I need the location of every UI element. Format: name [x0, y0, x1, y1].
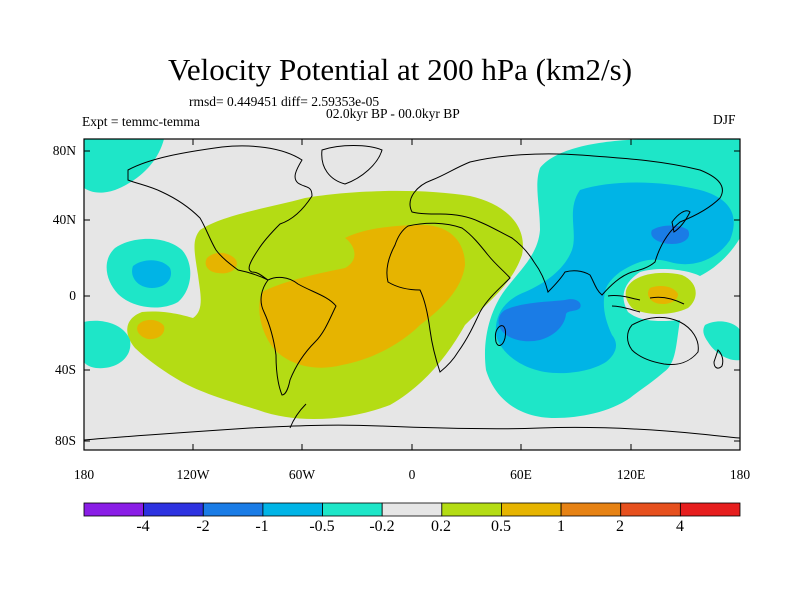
colorbar-swatch — [381, 502, 443, 517]
lat-tick-label: 80N — [52, 143, 76, 158]
lat-tick-label: 80S — [54, 433, 76, 448]
negative-region-0.2-australia-east — [703, 321, 740, 361]
colorbar — [83, 502, 741, 517]
lon-tick-label: 180 — [73, 467, 95, 482]
colorbar-label: -2 — [196, 518, 210, 535]
stats-text: rmsd= 0.449451 diff= 2.59353e-05 — [189, 94, 380, 109]
coast-japan — [671, 210, 691, 233]
lat-tick-label: 40S — [54, 362, 76, 377]
colorbar-swatch — [322, 502, 383, 517]
colorbar-swatch — [441, 502, 502, 517]
lat-tick-label: 40N — [52, 212, 76, 227]
coast-antarctic-peninsula — [289, 403, 307, 429]
negative-region-0.5-east-pacific — [132, 260, 172, 288]
colorbar-label: 0.5 — [491, 518, 511, 535]
coast-greenland — [321, 145, 383, 185]
colorbar-label: 2 — [616, 518, 624, 535]
positive-region-0.5-mexico — [205, 252, 237, 274]
colorbar-swatch — [262, 502, 323, 517]
lon-tick-label: 120E — [616, 467, 646, 482]
map-title: Velocity Potential at 200 hPa (km2/s) — [167, 52, 633, 87]
colorbar-swatch — [501, 502, 562, 517]
map-area — [84, 139, 740, 450]
lon-tick-label: 60E — [510, 467, 532, 482]
positive-region-0.5-indonesia — [648, 286, 678, 304]
colorbar-swatch — [560, 502, 622, 517]
coast-north-america — [127, 145, 313, 281]
negative-region-0.2-north-pacific — [84, 139, 164, 193]
colorbar-swatch — [679, 502, 741, 517]
period-text: 02.0kyr BP - 00.0kyr BP — [326, 106, 460, 121]
colorbar-label: -4 — [136, 518, 150, 535]
colorbar-label: 0.2 — [431, 518, 451, 535]
coast-australia — [627, 317, 699, 365]
colorbar-label: 1 — [557, 518, 565, 535]
coast-new-zealand — [713, 349, 724, 369]
colorbar-label: -0.5 — [309, 518, 335, 535]
negative-region-0.2-south-pacific — [84, 320, 131, 369]
negative-region-1-indian — [498, 299, 581, 342]
experiment-text: Expt = temmc-temma — [82, 114, 200, 129]
colorbar-swatch — [202, 502, 264, 517]
lat-tick-label: 0 — [69, 288, 76, 303]
coast-south-america — [260, 276, 337, 396]
coast-madagascar — [494, 325, 506, 346]
lon-tick-label: 60W — [288, 467, 316, 482]
coastlines — [84, 145, 740, 441]
lon-tick-label: 180 — [729, 467, 751, 482]
season-label: DJF — [713, 112, 736, 127]
negative-region-1-japan — [651, 225, 690, 244]
lon-tick-label: 0 — [408, 467, 416, 482]
colorbar-swatch — [143, 502, 204, 517]
colorbar-swatch — [83, 502, 145, 517]
colorbar-label: -0.2 — [369, 518, 395, 535]
lon-tick-label: 120W — [176, 467, 210, 482]
colorbar-label: -1 — [255, 518, 269, 535]
positive-region-0.5-pacific — [137, 319, 165, 340]
coast-europe-asia — [409, 153, 723, 296]
coast-africa — [386, 222, 511, 373]
axis-ticks — [83, 139, 741, 450]
coast-maritime-continent — [607, 295, 685, 313]
coast-antarctica — [84, 424, 740, 441]
colorbar-label: 4 — [676, 518, 684, 535]
colorbar-swatch — [620, 502, 681, 517]
positive-region-0.5-main — [259, 225, 465, 368]
